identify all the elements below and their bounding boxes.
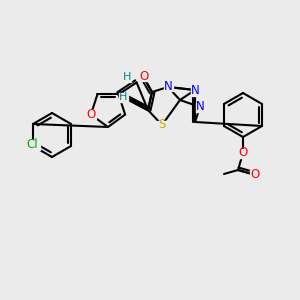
Text: Cl: Cl <box>26 139 38 152</box>
Bar <box>157 121 167 130</box>
Bar <box>122 73 131 82</box>
Text: N: N <box>196 100 204 113</box>
Bar <box>238 148 248 158</box>
Bar <box>196 103 205 112</box>
Text: H: H <box>122 72 131 82</box>
Bar <box>250 169 260 178</box>
Bar <box>119 93 128 102</box>
Text: H: H <box>119 92 128 102</box>
Bar <box>190 86 200 95</box>
Text: N: N <box>164 80 172 92</box>
Text: O: O <box>86 108 95 121</box>
Text: N: N <box>190 85 200 98</box>
Bar <box>24 140 40 150</box>
Text: O: O <box>250 167 260 181</box>
Bar <box>86 110 96 119</box>
Bar <box>139 71 149 81</box>
Text: O: O <box>238 146 247 160</box>
Bar <box>164 82 172 91</box>
Text: S: S <box>158 118 166 131</box>
Text: O: O <box>140 70 148 83</box>
